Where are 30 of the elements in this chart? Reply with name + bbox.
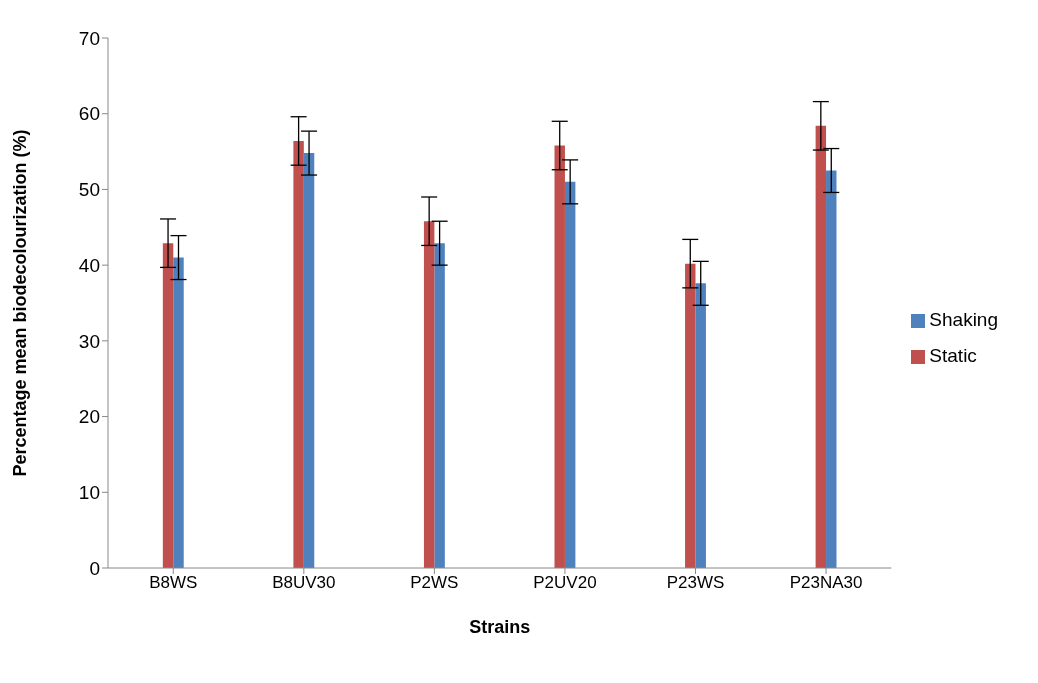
- bar: [564, 181, 576, 568]
- y-tick-label: 60: [78, 103, 100, 125]
- x-tick-label: B8UV30: [272, 573, 336, 593]
- x-tick-label: P23NA30: [789, 573, 863, 593]
- y-tick-label: 50: [78, 179, 100, 201]
- y-tick-label: 40: [78, 254, 100, 276]
- bar: [303, 153, 315, 568]
- bar: [173, 257, 184, 568]
- legend-label: Shaking: [929, 309, 998, 330]
- y-tick-label: 0: [89, 557, 100, 579]
- bar: [695, 283, 706, 568]
- bar: [293, 140, 304, 568]
- y-tick-label: 70: [78, 27, 100, 49]
- y-axis-title: Percentage mean biodecolourization (%): [10, 129, 31, 477]
- legend-label: Static: [929, 345, 977, 366]
- y-tick-label: 10: [78, 482, 100, 504]
- x-tick-label: P2WS: [410, 573, 459, 593]
- x-tick-label: B8WS: [149, 573, 198, 593]
- bar: [685, 263, 696, 568]
- y-tick-label: 20: [78, 406, 100, 428]
- bar: [434, 243, 445, 568]
- y-tick-label: 30: [78, 330, 100, 352]
- bar: [815, 125, 827, 568]
- bar: [554, 145, 565, 568]
- bar: [162, 243, 174, 568]
- bar: [423, 221, 435, 568]
- bar: [826, 170, 837, 568]
- x-tick-label: P2UV20: [533, 573, 597, 593]
- x-tick-label: P23WS: [666, 573, 725, 593]
- x-axis-title: Strains: [469, 617, 531, 637]
